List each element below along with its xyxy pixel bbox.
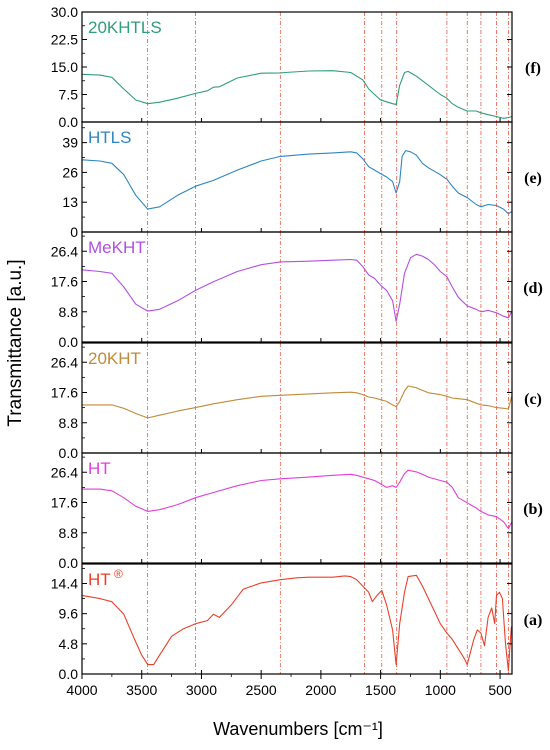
y-tick-label: 7.5 bbox=[59, 87, 79, 103]
registered-mark: ® bbox=[111, 567, 123, 581]
panel-id-label: (b) bbox=[523, 501, 543, 518]
x-axis-title: Wavenumbers [cm⁻¹] bbox=[213, 719, 383, 739]
spectrum-line-b bbox=[82, 469, 513, 530]
spectrum-line-e bbox=[81, 150, 513, 215]
y-tick-label: 9.6 bbox=[59, 606, 79, 622]
panels-group: 0.0 7.5 15.0 22.5 30.0 20KHTLS (f) 0 13 26 39 HTLS (… bbox=[51, 4, 543, 682]
x-tick-label: 3000 bbox=[186, 682, 217, 698]
spectrum-line-c bbox=[82, 385, 513, 419]
y-tick-label: 0.0 bbox=[59, 114, 79, 130]
y-tick-label: 26 bbox=[62, 164, 78, 180]
x-tick-label: 2500 bbox=[246, 682, 277, 698]
y-tick-label: 8.8 bbox=[59, 304, 79, 320]
y-tick-label: 8.8 bbox=[59, 525, 79, 541]
y-tick-label: 26.4 bbox=[51, 464, 78, 480]
panel-name-d: MeKHT bbox=[88, 238, 146, 257]
panel-a: 0.0 4.8 9.6 14.4 HT ® (a) bbox=[51, 563, 543, 682]
x-tick-label: 500 bbox=[488, 682, 512, 698]
panel-frame bbox=[81, 231, 513, 343]
x-tick-label: 4000 bbox=[66, 682, 97, 698]
y-tick-label: 14.4 bbox=[51, 575, 78, 591]
panel-name-f: 20KHTLS bbox=[88, 18, 162, 37]
panel-id-label: (d) bbox=[523, 280, 543, 297]
panel-name-a: HT ® bbox=[88, 567, 123, 589]
y-tick-label: 13 bbox=[62, 194, 78, 210]
y-tick-label: 0.0 bbox=[59, 555, 79, 571]
panel-name-c: 20KHT bbox=[88, 349, 141, 368]
panel-name-e: HTLS bbox=[88, 128, 131, 147]
y-tick-label: 0.0 bbox=[59, 445, 79, 461]
panel-c: 0.0 8.8 17.6 26.4 20KHT (c) bbox=[51, 342, 542, 461]
y-tick-label: 0 bbox=[70, 224, 78, 240]
panel-id-label: (e) bbox=[524, 170, 542, 187]
y-axis-title: Transmittance [a.u.] bbox=[5, 259, 26, 426]
x-tick-label: 3500 bbox=[126, 682, 157, 698]
panel-frame bbox=[81, 452, 513, 564]
panel-id-label: (f) bbox=[525, 60, 541, 77]
y-tick-label: 8.8 bbox=[59, 415, 79, 431]
x-tick-label: 2000 bbox=[305, 682, 336, 698]
y-tick-label: 17.6 bbox=[51, 385, 78, 401]
panel-f: 0.0 7.5 15.0 22.5 30.0 20KHTLS (f) bbox=[51, 4, 541, 130]
panel-e: 0 13 26 39 HTLS (e) bbox=[62, 121, 542, 240]
y-tick-label: 26.4 bbox=[51, 243, 78, 259]
y-tick-label: 15.0 bbox=[51, 59, 78, 75]
panel-frame bbox=[81, 121, 513, 233]
x-tick-label: 1000 bbox=[425, 682, 456, 698]
panel-id-label: (a) bbox=[524, 612, 543, 629]
y-tick-label: 26.4 bbox=[51, 354, 78, 370]
panel-frame bbox=[81, 342, 513, 454]
y-tick-label: 0.0 bbox=[59, 666, 79, 682]
y-tick-label: 17.6 bbox=[51, 495, 78, 511]
panel-id-label: (c) bbox=[524, 391, 542, 408]
x-tick-label: 1500 bbox=[365, 682, 396, 698]
y-tick-label: 30.0 bbox=[51, 4, 78, 20]
panel-b: 0.0 8.8 17.6 26.4 HT (b) bbox=[51, 452, 543, 571]
y-tick-label: 0.0 bbox=[59, 334, 79, 350]
panel-d: 0.0 8.8 17.6 26.4 MeKHT (d) bbox=[51, 231, 543, 350]
y-tick-label: 17.6 bbox=[51, 274, 78, 290]
panel-name-b: HT bbox=[88, 459, 111, 478]
y-tick-label: 22.5 bbox=[51, 32, 78, 48]
spectrum-line-f bbox=[81, 70, 513, 119]
panel-frame bbox=[81, 563, 513, 675]
x-axis: 4000 3500 3000 2500 2000 1500 1000 500 bbox=[66, 674, 512, 698]
spectrum-line-d bbox=[81, 253, 513, 322]
y-tick-label: 39 bbox=[62, 135, 78, 151]
spectrum-line-a bbox=[81, 574, 513, 672]
y-tick-label: 4.8 bbox=[59, 636, 79, 652]
